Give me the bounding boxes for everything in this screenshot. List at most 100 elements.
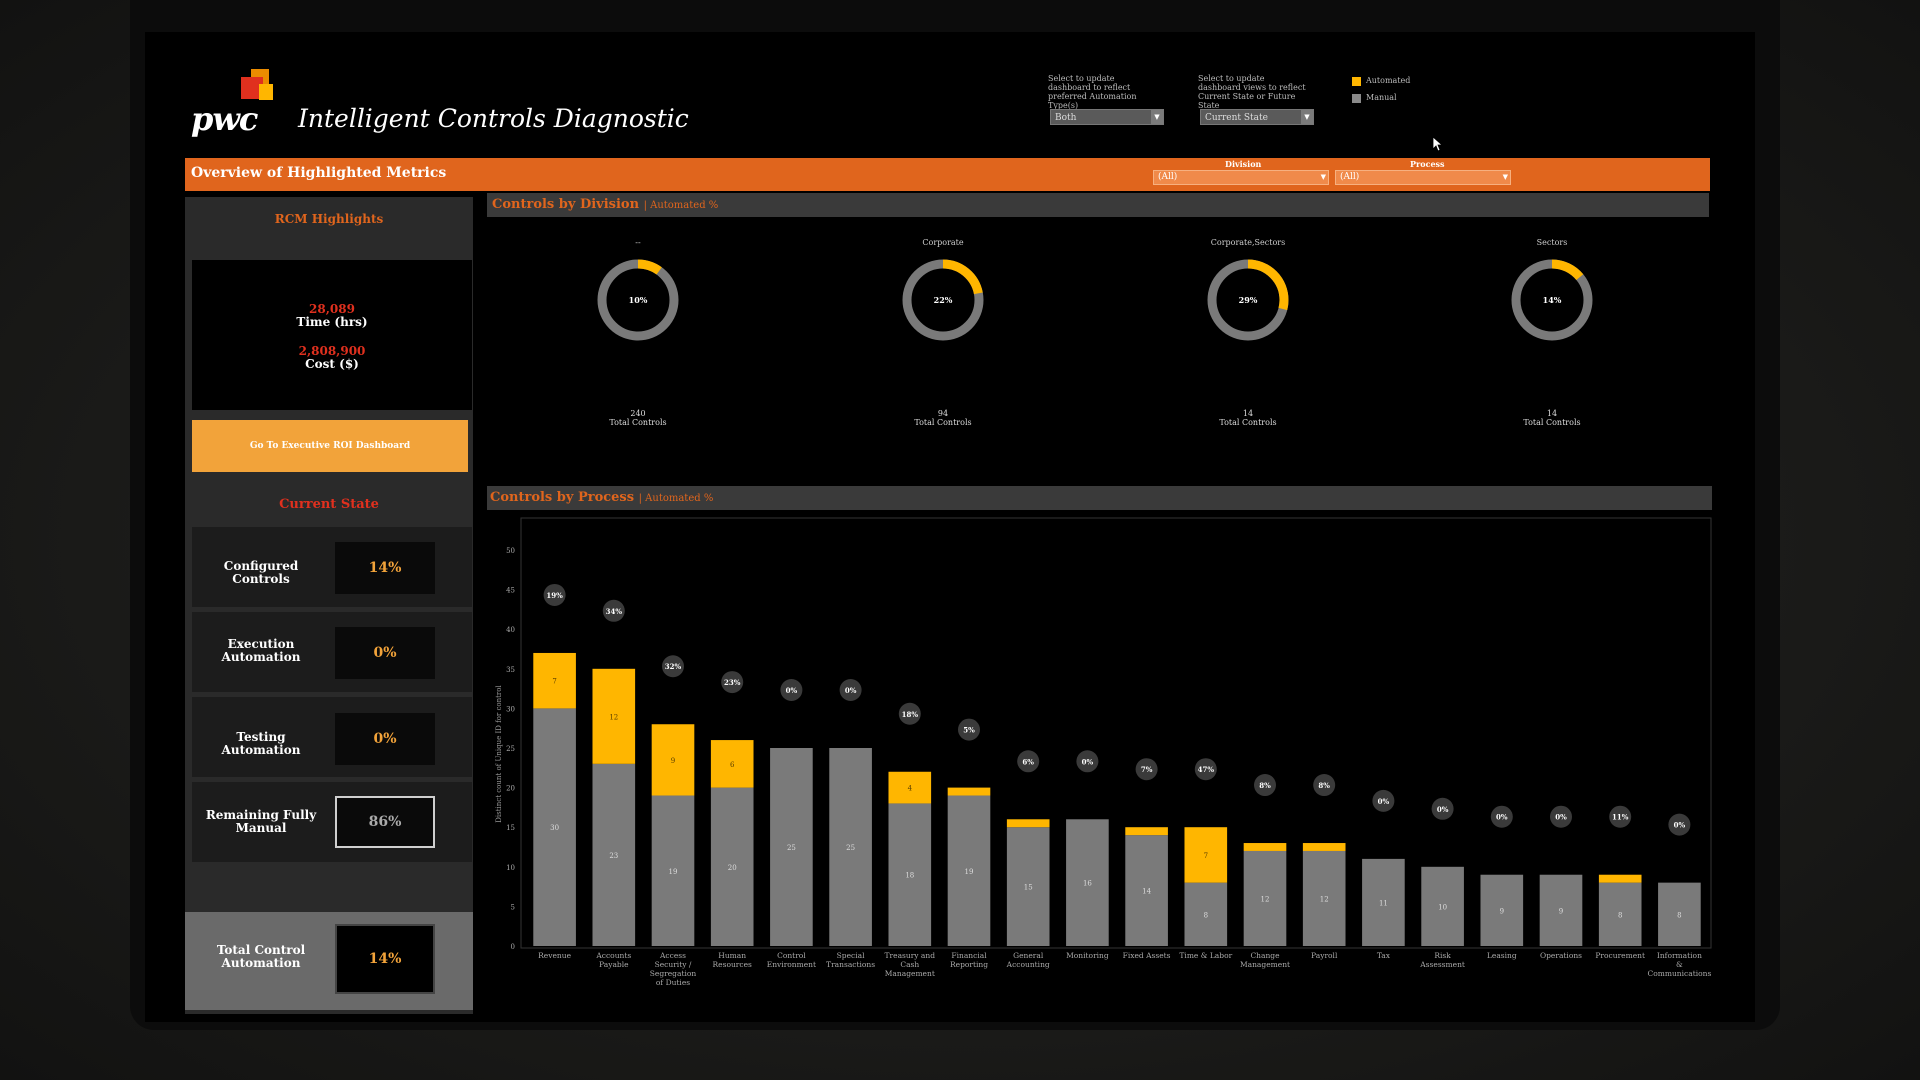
percent-bubble-label: 8% xyxy=(1259,781,1271,790)
percent-bubble xyxy=(1609,805,1632,828)
percent-bubble xyxy=(1490,805,1513,828)
automation-type-select[interactable]: Both ▼ xyxy=(1050,109,1164,125)
rcm-time-label: Time (hrs) xyxy=(296,315,368,329)
process-subtitle-text: | Automated % xyxy=(638,493,714,504)
x-tick-label: Information xyxy=(1657,951,1702,960)
percent-bubble-label: 0% xyxy=(1496,813,1508,822)
x-tick-label: Procurement xyxy=(1595,951,1645,960)
division-filter-select[interactable]: (All) ▼ xyxy=(1153,170,1329,185)
bar-automated xyxy=(888,771,932,804)
bar-manual xyxy=(651,795,695,946)
bar-manual xyxy=(533,708,576,946)
donut-total-value: 14 xyxy=(1242,409,1254,418)
x-tick-label: Monitoring xyxy=(1066,951,1109,960)
donut-total-1: 94 Total Controls xyxy=(863,409,1023,427)
process-filter-value: (All) xyxy=(1340,172,1360,182)
executive-roi-button[interactable]: Go To Executive ROI Dashboard xyxy=(192,420,468,472)
process-section-header xyxy=(487,486,1712,510)
bar-manual-label: 10 xyxy=(1438,903,1447,911)
bar-manual-label: 11 xyxy=(1379,899,1388,907)
x-tick-label: & xyxy=(1676,960,1683,969)
donut-chart-0[interactable]: 10% xyxy=(593,255,683,345)
mouse-pointer-icon xyxy=(1432,136,1444,152)
bar-manual xyxy=(1184,882,1228,946)
bar-manual-label: 14 xyxy=(1142,888,1151,896)
overview-title: Overview of Highlighted Metrics xyxy=(191,165,447,181)
bar-manual-label: 8 xyxy=(1677,911,1681,919)
bar-automated-label: 9 xyxy=(671,757,675,765)
bar-manual-label: 9 xyxy=(1559,907,1563,915)
legend-automated-label: Automated xyxy=(1366,76,1411,85)
bar-manual-label: 25 xyxy=(846,844,855,852)
bar-automated xyxy=(947,787,991,796)
bar-manual xyxy=(888,803,932,946)
percent-bubble-label: 47% xyxy=(1198,765,1215,774)
percent-bubble-label: 6% xyxy=(1022,757,1034,766)
donut-percent-label: 14% xyxy=(1543,295,1562,305)
bar-manual xyxy=(829,748,872,946)
y-tick-label: 25 xyxy=(506,745,515,753)
current-state-title: Current State xyxy=(279,497,379,512)
x-tick-label: Transactions xyxy=(826,960,875,969)
percent-bubble-label: 5% xyxy=(963,726,975,735)
percent-bubble-label: 7% xyxy=(1141,765,1153,774)
bar-manual xyxy=(1302,850,1346,946)
y-tick-label: 40 xyxy=(506,626,515,634)
state-label: Select to update dashboard views to refl… xyxy=(1198,74,1306,110)
bar-automated xyxy=(1243,843,1287,851)
rcm-highlights-box xyxy=(192,260,472,410)
x-tick-label: Control xyxy=(777,951,806,960)
x-tick-label: Communications xyxy=(1647,969,1711,978)
legend-automated-swatch xyxy=(1352,77,1361,86)
x-tick-label: Reporting xyxy=(950,960,988,969)
x-tick-label: Revenue xyxy=(538,951,571,960)
bar-manual-label: 16 xyxy=(1083,880,1092,888)
division-section-title: Controls by Division | Automated % xyxy=(492,197,718,212)
rcm-cost-label: Cost ($) xyxy=(305,357,359,371)
donut-total-0: 240 Total Controls xyxy=(558,409,718,427)
donut-chart-1[interactable]: 22% xyxy=(898,255,988,345)
bar-manual xyxy=(710,787,754,946)
donut-automated-arc xyxy=(597,259,679,341)
chevron-down-icon: ▼ xyxy=(1502,173,1508,181)
bar-manual-label: 12 xyxy=(1320,895,1329,903)
percent-bubble xyxy=(898,702,921,725)
bar-manual xyxy=(1362,858,1405,946)
bar-automated xyxy=(1006,819,1050,828)
percent-bubble xyxy=(1194,758,1217,781)
donut-name-1: Corporate xyxy=(922,238,964,247)
percent-bubble-label: 0% xyxy=(1437,805,1449,814)
donut-percent-label: 10% xyxy=(629,295,648,305)
x-tick-label: Risk xyxy=(1434,951,1451,960)
bar-manual-label: 20 xyxy=(728,864,737,872)
donut-total-value: 240 xyxy=(630,409,646,418)
y-tick-label: 20 xyxy=(506,785,515,793)
process-filter-label: Process xyxy=(1410,159,1445,169)
percent-bubble xyxy=(1254,774,1276,797)
x-tick-label: Assessment xyxy=(1419,960,1465,969)
process-filter-select[interactable]: (All) ▼ xyxy=(1335,170,1511,185)
execution-automation-label: Execution Automation xyxy=(221,637,301,664)
x-tick-label: of Duties xyxy=(656,978,690,987)
x-tick-label: Cash xyxy=(900,960,919,969)
page-title: Intelligent Controls Diagnostic xyxy=(298,104,689,133)
bar-automated xyxy=(651,724,695,796)
percent-bubble xyxy=(1550,805,1572,828)
bar-automated-label: 4 xyxy=(908,785,913,793)
division-filter-value: (All) xyxy=(1158,172,1178,182)
bar-manual xyxy=(1480,874,1524,946)
x-tick-label: Operations xyxy=(1540,951,1582,960)
percent-bubble-label: 19% xyxy=(546,591,563,600)
donut-name-3: Sectors xyxy=(1536,238,1568,247)
donut-chart-3[interactable]: 14% xyxy=(1507,255,1597,345)
x-tick-label: Time & Labor xyxy=(1179,951,1232,960)
legend-manual-swatch xyxy=(1352,94,1361,103)
percent-bubble xyxy=(1076,750,1099,773)
percent-bubble xyxy=(1313,774,1336,797)
process-bar-chart: 0 5 10 15 20 25 30 35 40 45 50 Distinct count of Un… xyxy=(495,517,1712,987)
percent-bubble xyxy=(1017,750,1040,773)
donut-total-value: 14 xyxy=(1546,409,1558,418)
percent-bubble xyxy=(1431,797,1454,820)
state-select[interactable]: Current State ▼ xyxy=(1200,109,1314,125)
donut-chart-2[interactable]: 29% xyxy=(1203,255,1293,345)
